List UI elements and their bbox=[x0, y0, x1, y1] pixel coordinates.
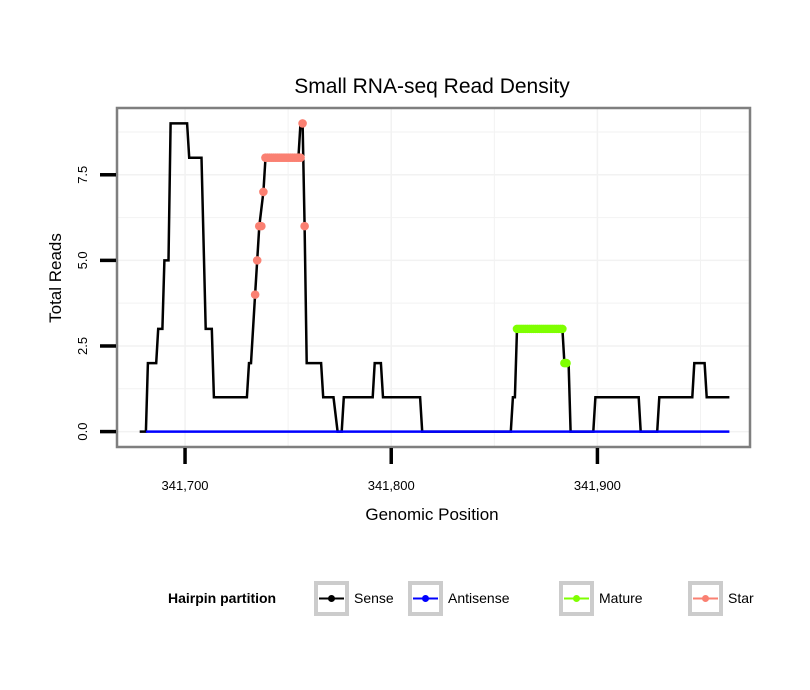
data-point-star bbox=[250, 290, 260, 299]
legend-label-mature: Mature bbox=[599, 590, 643, 606]
legend-item-sense: Sense bbox=[314, 581, 394, 616]
data-point-star bbox=[296, 153, 305, 162]
y-tick-label: 0.0 bbox=[75, 423, 90, 441]
legend-label-antisense: Antisense bbox=[448, 590, 510, 606]
legend-key-point bbox=[573, 595, 580, 602]
legend-key-point bbox=[702, 595, 709, 602]
series-layer bbox=[139, 119, 730, 433]
legend-item-antisense: Antisense bbox=[408, 581, 510, 616]
y-tick-label: 7.5 bbox=[75, 166, 90, 184]
x-axis: 341,700 341,800 341,900 bbox=[162, 448, 621, 493]
chart-title: Small RNA-seq Read Density bbox=[294, 75, 570, 98]
legend-title: Hairpin partition bbox=[168, 590, 276, 606]
panel-border bbox=[115, 106, 752, 449]
data-point-mature bbox=[558, 324, 567, 334]
legend-label-sense: Sense bbox=[354, 590, 394, 606]
y-tick-label: 2.5 bbox=[75, 337, 90, 355]
legend-key-point bbox=[328, 595, 335, 602]
legend: Hairpin partition Sense Antisense Mature St… bbox=[168, 581, 754, 616]
legend-label-star: Star bbox=[728, 590, 754, 606]
data-point-star bbox=[257, 221, 266, 231]
legend-item-star: Star bbox=[688, 581, 754, 616]
plot-panel bbox=[115, 106, 752, 449]
x-tick-label: 341,700 bbox=[162, 478, 209, 493]
panel-background bbox=[117, 108, 750, 447]
x-tick-label: 341,800 bbox=[368, 478, 415, 493]
data-point-mature bbox=[562, 358, 571, 368]
x-tick-label: 341,900 bbox=[574, 478, 621, 493]
data-point-star bbox=[252, 256, 262, 265]
y-tick-label: 5.0 bbox=[75, 251, 90, 269]
data-point-star bbox=[298, 119, 307, 128]
data-point-star bbox=[300, 221, 309, 231]
legend-key-point bbox=[422, 595, 429, 602]
grid-lines bbox=[117, 108, 750, 447]
y-axis: 0.0 2.5 5.0 7.5 bbox=[75, 166, 116, 441]
x-axis-title: Genomic Position bbox=[365, 505, 498, 524]
y-axis-title: Total Reads bbox=[46, 233, 65, 323]
data-point-star bbox=[259, 187, 268, 197]
legend-item-mature: Mature bbox=[559, 581, 643, 616]
